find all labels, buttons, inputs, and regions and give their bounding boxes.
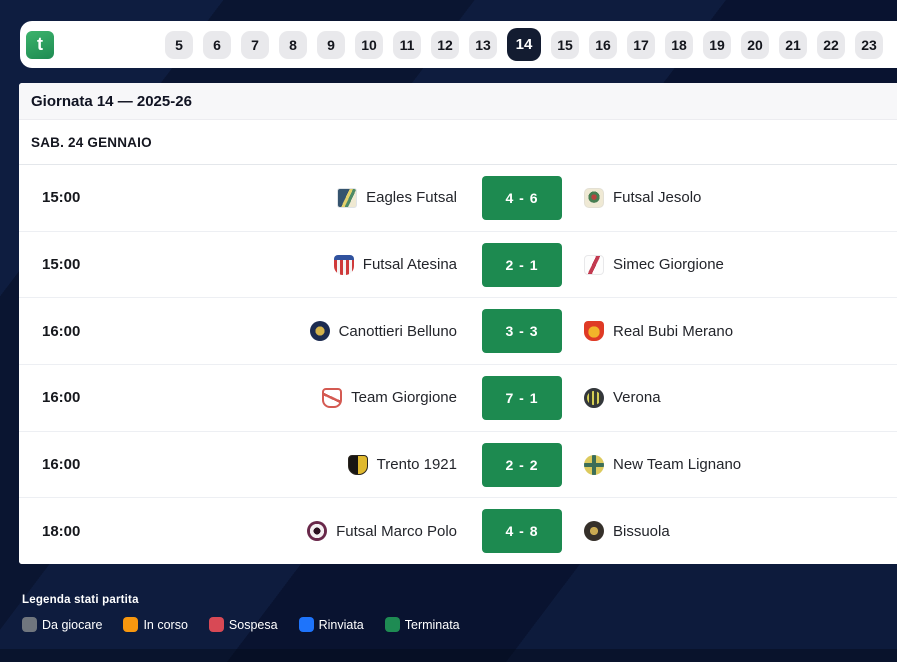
away-team: Simec Giorgione	[584, 254, 897, 275]
legend-item-terminata: Terminata	[384, 617, 460, 632]
round-button-21[interactable]: 21	[779, 30, 807, 59]
match-time: 16:00	[42, 389, 81, 407]
score-badge[interactable]: 3 - 3	[482, 309, 562, 354]
away-team-name: Bissuola	[613, 522, 670, 540]
score-badge[interactable]: 4 - 6	[482, 175, 562, 220]
legend-item-sospesa: Sospesa	[208, 617, 278, 632]
legend-item-in-corso: In corso	[123, 617, 188, 632]
match-row[interactable]: 15:00 Eagles Futsal 4 - 6 Futsal Jesolo	[19, 165, 897, 232]
round-button-8[interactable]: 8	[279, 30, 307, 59]
legend-item-da-giocare: Da giocare	[22, 617, 102, 632]
home-team-name: Team Giorgione	[351, 389, 457, 407]
real-bubi-merano-crest-icon	[584, 321, 604, 342]
round-button-23[interactable]: 23	[855, 30, 883, 59]
rinviata-swatch-icon	[298, 617, 314, 632]
match-time: 18:00	[42, 522, 81, 540]
match-time: 16:00	[42, 456, 81, 474]
match-row[interactable]: 16:00 Canottieri Belluno 3 - 3 Real Bubi…	[19, 298, 897, 366]
home-team-name: Futsal Atesina	[362, 256, 457, 273]
trento-1921-crest-icon	[347, 454, 368, 475]
round-button-9[interactable]: 9	[317, 30, 345, 59]
away-team: Futsal Jesolo	[584, 187, 897, 208]
simec-giorgione-crest-icon	[584, 254, 604, 275]
round-button-16[interactable]: 16	[589, 30, 617, 59]
away-team: Verona	[584, 387, 897, 408]
match-time: 15:00	[42, 256, 81, 273]
score-badge[interactable]: 7 - 1	[482, 375, 562, 420]
status-legend: Legenda stati partita Da giocare In cors…	[22, 594, 897, 632]
score-badge[interactable]: 2 - 1	[482, 242, 562, 287]
date-header: SAB. 24 GENNAIO	[19, 120, 897, 165]
home-team: Futsal Marco Polo	[159, 521, 457, 542]
round-button-6[interactable]: 6	[203, 30, 231, 59]
round-button-14-selected[interactable]: 14	[507, 28, 541, 61]
round-button-12[interactable]: 12	[431, 30, 459, 59]
match-time: 15:00	[42, 189, 81, 207]
home-team-name: Futsal Marco Polo	[336, 522, 457, 540]
verona-crest-icon	[584, 387, 604, 408]
eagles-futsal-crest-icon	[337, 187, 358, 208]
legend-label: In corso	[143, 617, 188, 632]
away-team: New Team Lignano	[584, 454, 897, 475]
sospesa-swatch-icon	[208, 617, 224, 632]
away-team-name: Verona	[613, 389, 661, 407]
home-team: Trento 1921	[159, 454, 457, 475]
home-team: Canottieri Belluno	[159, 321, 457, 342]
away-team-name: Simec Giorgione	[613, 256, 724, 273]
legend-label: Da giocare	[42, 617, 103, 632]
match-row[interactable]: 16:00 Trento 1921 2 - 2 New Team Lignano	[19, 431, 897, 499]
home-team-name: Eagles Futsal	[366, 189, 457, 207]
new-team-lignano-crest-icon	[584, 454, 604, 475]
legend-items: Da giocare In corso Sospesa Rinviata Ter…	[22, 617, 897, 632]
home-team: Futsal Atesina	[159, 254, 457, 275]
da-giocare-swatch-icon	[22, 617, 37, 632]
round-button-22[interactable]: 22	[817, 30, 845, 59]
round-button-5[interactable]: 5	[165, 30, 193, 59]
away-team-name: Real Bubi Merano	[613, 322, 734, 340]
home-team: Team Giorgione	[159, 387, 457, 408]
futsal-jesolo-crest-icon	[584, 187, 604, 208]
score-badge[interactable]: 4 - 8	[482, 509, 562, 554]
match-row[interactable]: 18:00 Futsal Marco Polo 4 - 8 Bissuola	[19, 498, 897, 564]
futsal-marco-polo-crest-icon	[307, 521, 328, 542]
home-team-name: Canottieri Belluno	[338, 322, 457, 340]
home-team: Eagles Futsal	[159, 187, 457, 208]
app-logo-icon[interactable]: t	[26, 30, 54, 59]
round-list: 5 6 7 8 9 10 11 12 13 14 15 16 17 18 19 …	[165, 28, 897, 61]
in-corso-swatch-icon	[123, 617, 139, 632]
round-button-13[interactable]: 13	[469, 30, 497, 59]
canottieri-belluno-crest-icon	[309, 321, 330, 342]
away-team-name: New Team Lignano	[613, 456, 742, 474]
round-button-7[interactable]: 7	[241, 30, 269, 59]
legend-label: Rinviata	[318, 617, 364, 632]
away-team: Real Bubi Merano	[584, 321, 897, 342]
round-button-20[interactable]: 20	[741, 30, 769, 59]
match-row[interactable]: 15:00 Futsal Atesina 2 - 1 Simec Giorgio…	[19, 231, 897, 299]
team-giorgione-crest-icon	[322, 387, 343, 408]
legend-title: Legenda stati partita	[22, 594, 139, 606]
round-button-11[interactable]: 11	[393, 30, 421, 59]
bissuola-crest-icon	[584, 521, 604, 542]
legend-item-rinviata: Rinviata	[298, 617, 364, 632]
matchday-title: Giornata 14 — 2025-26	[19, 83, 897, 120]
home-team-name: Trento 1921	[376, 456, 457, 474]
round-button-17[interactable]: 17	[627, 30, 655, 59]
away-team: Bissuola	[584, 521, 897, 542]
round-button-15[interactable]: 15	[551, 30, 579, 59]
futsal-atesina-crest-icon	[333, 254, 354, 275]
away-team-name: Futsal Jesolo	[613, 189, 702, 207]
legend-label: Terminata	[404, 617, 460, 632]
score-badge[interactable]: 2 - 2	[482, 442, 562, 487]
round-button-10[interactable]: 10	[355, 30, 383, 59]
matchday-panel: Giornata 14 — 2025-26 SAB. 24 GENNAIO 15…	[19, 83, 897, 564]
round-button-19[interactable]: 19	[703, 30, 731, 59]
match-time: 16:00	[42, 322, 81, 340]
match-row[interactable]: 16:00 Team Giorgione 7 - 1 Verona	[19, 365, 897, 432]
bottom-edge-strip	[0, 649, 897, 662]
terminata-swatch-icon	[384, 617, 400, 632]
round-selector-bar: t 5 6 7 8 9 10 11 12 13 14 15 16 17 18 1…	[20, 21, 897, 68]
round-button-18[interactable]: 18	[665, 30, 693, 59]
legend-label: Sospesa	[228, 617, 278, 632]
